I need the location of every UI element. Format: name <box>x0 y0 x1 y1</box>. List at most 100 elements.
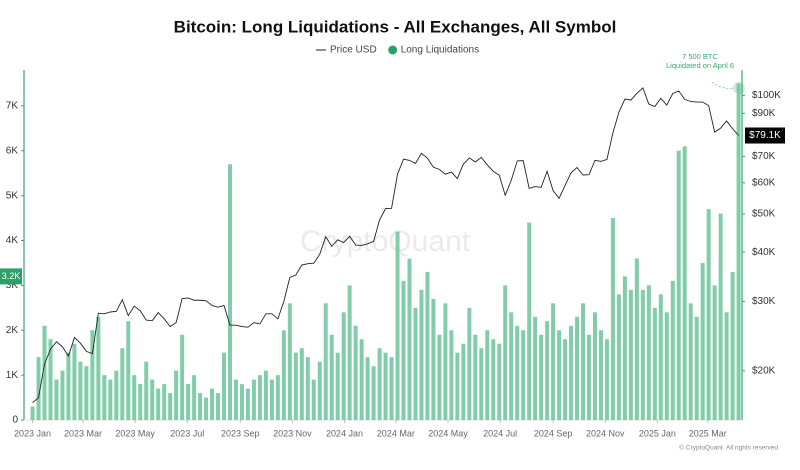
liquidation-bar <box>658 294 663 420</box>
x-tick-label: 2025 Mar <box>689 428 727 438</box>
liquidation-bar <box>539 334 544 420</box>
liquidation-bar <box>287 303 292 420</box>
current-liquidation-box <box>0 268 22 285</box>
liquidation-bar <box>395 231 400 420</box>
liquidation-bar <box>467 307 472 420</box>
liquidation-bar <box>72 343 77 420</box>
y2-tick-label: $70K <box>752 151 776 162</box>
liquidation-bar <box>640 289 645 420</box>
x-tick-label: 2024 Mar <box>377 428 415 438</box>
y-tick-label: 6K <box>6 145 19 156</box>
liquidation-bar <box>503 285 508 420</box>
liquidation-bar <box>575 316 580 420</box>
liquidation-bar <box>299 348 304 420</box>
liquidation-bar <box>293 352 298 420</box>
liquidation-bar <box>180 334 185 420</box>
liquidation-bar <box>521 330 526 420</box>
liquidation-bar <box>108 379 113 420</box>
annotation-arrow <box>711 81 735 89</box>
liquidation-bar <box>174 370 179 420</box>
liquidation-bar <box>401 280 406 420</box>
liquidation-bar <box>269 379 274 420</box>
liquidation-bar <box>42 325 47 420</box>
liquidation-bar <box>275 375 280 420</box>
liquidation-bar <box>371 366 376 420</box>
liquidation-bar <box>509 312 514 420</box>
liquidation-bar <box>664 312 669 420</box>
y2-tick-label: $30K <box>752 296 776 307</box>
liquidation-bar <box>126 321 131 420</box>
x-tick-label: 2023 May <box>115 428 155 438</box>
liquidation-bar <box>48 339 53 420</box>
liquidation-bar <box>598 330 603 420</box>
y-tick-label: 0 <box>12 415 18 426</box>
liquidation-bar <box>628 289 633 420</box>
liquidation-bar <box>491 339 496 420</box>
liquidation-bar <box>132 375 137 420</box>
legend-swatch <box>388 45 398 55</box>
liquidation-bar <box>198 393 203 420</box>
liquidation-bar <box>700 262 705 420</box>
y2-tick-label: $40K <box>752 247 776 258</box>
liquidation-bar <box>30 406 35 420</box>
liquidation-bar <box>497 343 502 420</box>
liquidation-bar <box>359 339 364 420</box>
x-tick-label: 2023 Jul <box>170 428 204 438</box>
watermark: CryptoQuant <box>300 225 471 258</box>
liquidation-bar <box>413 307 418 420</box>
liquidation-bar <box>383 352 388 420</box>
liquidation-bar <box>407 258 412 420</box>
liquidation-bar <box>210 388 215 420</box>
y-tick-label: 5K <box>6 190 19 201</box>
x-tick-label: 2023 Sep <box>221 428 260 438</box>
x-tick-label: 2024 Jul <box>483 428 517 438</box>
liquidation-bar <box>622 276 627 420</box>
current-liquidation-label: 3.2K <box>2 271 21 281</box>
liquidation-bar <box>263 370 268 420</box>
liquidation-bar <box>114 370 119 420</box>
liquidation-bar <box>377 348 382 420</box>
liquidation-bar <box>479 348 484 420</box>
y2-tick-label: $100K <box>752 90 781 101</box>
liquidation-bar <box>712 285 717 420</box>
liquidation-bar <box>138 384 143 420</box>
liquidation-bar <box>311 379 316 420</box>
x-tick-label: 2024 Nov <box>586 428 625 438</box>
liquidation-bar <box>449 330 454 420</box>
liquidation-bar <box>551 303 556 420</box>
liquidation-bar <box>670 280 675 420</box>
liquidation-bar <box>676 150 681 420</box>
liquidation-bar <box>245 388 250 420</box>
liquidation-bar <box>431 298 436 420</box>
liquidation-bar <box>515 325 520 420</box>
liquidation-bar <box>192 375 197 420</box>
liquidation-bar <box>736 83 741 420</box>
liquidation-bar <box>323 303 328 420</box>
liquidation-bar <box>443 303 448 420</box>
liquidation-bar <box>419 289 424 420</box>
x-tick-label: 2024 May <box>428 428 468 438</box>
liquidation-bar <box>317 361 322 420</box>
liquidation-bar <box>186 384 191 420</box>
liquidation-bar <box>168 393 173 420</box>
liquidation-bar <box>527 222 532 420</box>
liquidation-bar <box>233 379 238 420</box>
liquidation-bar <box>353 325 358 420</box>
liquidation-bar <box>305 357 310 420</box>
y2-tick-label: $20K <box>752 365 776 376</box>
liquidation-bar <box>581 303 586 420</box>
current-price-box <box>745 127 785 144</box>
current-price-label: $79.1K <box>749 130 781 141</box>
liquidation-bar <box>66 352 71 420</box>
liquidation-bar <box>54 379 59 420</box>
liquidation-bar <box>730 271 735 420</box>
liquidation-bar <box>437 334 442 420</box>
annotation-text: 7 500 BTC <box>682 52 718 61</box>
liquidation-bar <box>36 357 41 420</box>
liquidation-bar <box>694 316 699 420</box>
y-tick-label: 7K <box>6 101 19 112</box>
liquidation-bar <box>257 375 262 420</box>
liquidation-bar <box>646 285 651 420</box>
y2-tick-label: $50K <box>752 209 776 220</box>
